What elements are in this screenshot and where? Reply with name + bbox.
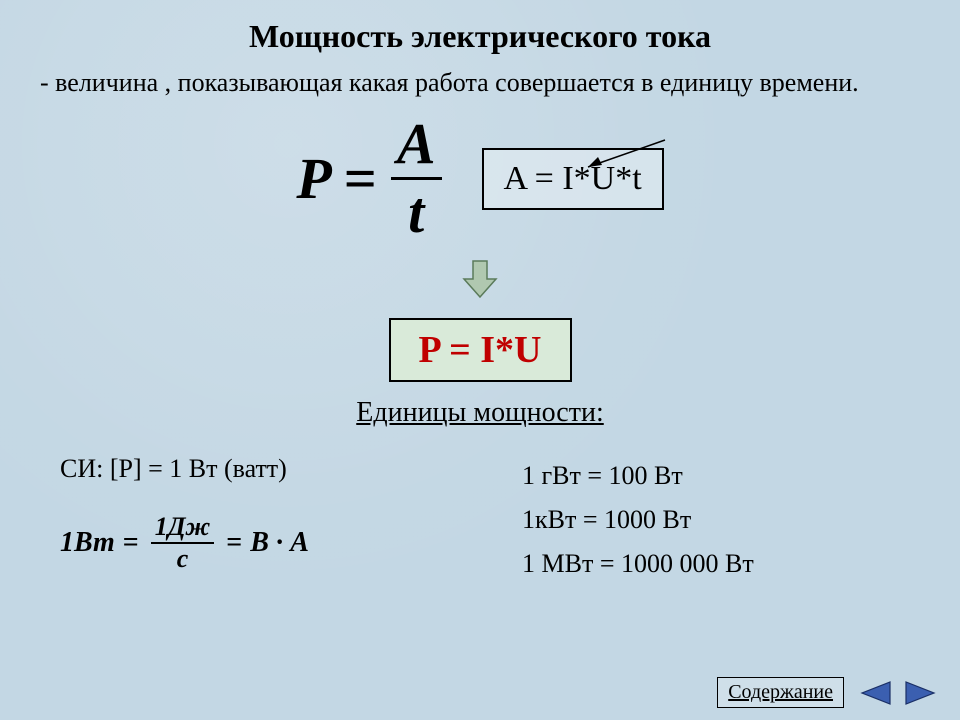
units-left-column: СИ: [P] = 1 Вт (ватт) 1 Вт = 1Дж с = В ·…: [60, 454, 480, 587]
si-line: СИ: [P] = 1 Вт (ватт): [60, 454, 480, 484]
watt-frac-den: с: [173, 545, 193, 572]
derived-formula-wrap: P = I*U: [40, 318, 920, 382]
watt-rhs-v: В: [250, 527, 269, 559]
footer-nav: Содержание: [717, 677, 940, 708]
nav-prev-icon[interactable]: [856, 678, 892, 708]
watt-rhs-a: А: [290, 527, 309, 559]
watt-fraction: 1Дж с: [151, 514, 215, 572]
formula-equals: =: [344, 145, 377, 212]
watt-frac-num-u: Дж: [168, 512, 211, 541]
fraction-denominator: t: [402, 182, 430, 242]
nav-next-icon[interactable]: [904, 678, 940, 708]
main-formula-row: P = A t A = I*U*t: [40, 115, 920, 242]
units-row: СИ: [P] = 1 Вт (ватт) 1 Вт = 1Дж с = В ·…: [40, 454, 920, 587]
watt-lhs-num: 1: [60, 527, 74, 559]
main-formula: P = A t: [296, 115, 441, 242]
pointer-arrow-icon: [580, 135, 670, 175]
units-right-column: 1 гВт = 100 Вт 1кВт = 1000 Вт 1 МВт = 10…: [522, 454, 900, 587]
contents-button[interactable]: Содержание: [717, 677, 844, 708]
conversion-line: 1кВт = 1000 Вт: [522, 498, 900, 542]
definition-text: - величина , показывающая какая работа с…: [40, 65, 920, 100]
formula-fraction: A t: [391, 115, 442, 242]
units-heading: Единицы мощности:: [40, 397, 920, 429]
watt-eq2: =: [226, 527, 242, 559]
derived-formula: P = I*U: [389, 318, 572, 382]
watt-eq1: =: [123, 527, 139, 559]
formula-P: P: [296, 145, 331, 212]
watt-frac-num: 1Дж: [151, 514, 215, 541]
conversion-line: 1 гВт = 100 Вт: [522, 454, 900, 498]
watt-dot: ·: [275, 527, 284, 559]
page-title: Мощность электрического тока: [40, 18, 920, 55]
down-arrow-container: [40, 257, 920, 306]
watt-equation: 1 Вт = 1Дж с = В · А: [60, 514, 480, 572]
slide: Мощность электрического тока - величина …: [0, 0, 960, 720]
watt-lhs-unit: Вт: [74, 527, 115, 559]
conversion-line: 1 МВт = 1000 000 Вт: [522, 542, 900, 586]
down-arrow-icon: [458, 257, 502, 301]
fraction-numerator: A: [391, 115, 442, 175]
watt-frac-num-n: 1: [155, 512, 168, 541]
